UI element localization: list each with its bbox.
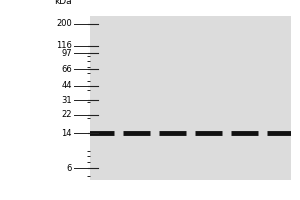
Text: 97: 97	[61, 49, 72, 58]
Text: 200: 200	[56, 19, 72, 28]
Text: 116: 116	[56, 41, 72, 50]
Text: 31: 31	[61, 96, 72, 105]
Text: 6: 6	[67, 164, 72, 173]
Text: 44: 44	[61, 81, 72, 90]
Text: 14: 14	[61, 129, 72, 138]
Text: 22: 22	[61, 110, 72, 119]
Text: kDa: kDa	[54, 0, 72, 6]
Text: 66: 66	[61, 65, 72, 74]
